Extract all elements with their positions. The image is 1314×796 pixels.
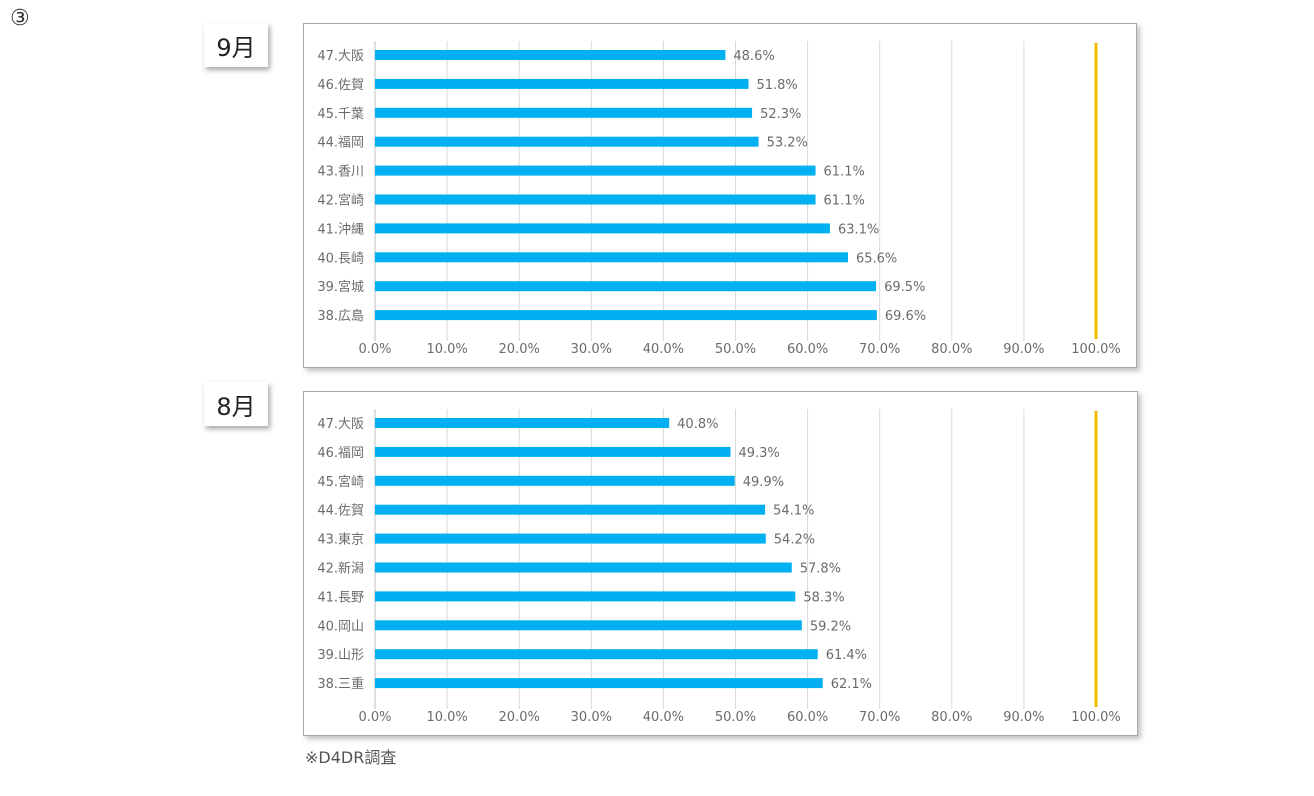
data-label: 61.4% [826,648,867,663]
data-label: 48.6% [733,49,774,64]
data-label: 69.5% [884,280,925,295]
data-label: 61.1% [824,194,865,209]
bar [375,418,670,428]
x-tick-label: 0.0% [358,342,391,357]
category-label: 42.宮崎 [317,193,364,209]
x-tick-label: 70.0% [859,342,900,357]
bar [375,78,749,89]
bar [375,504,766,515]
bar [375,310,877,321]
category-label: 39.山形 [317,648,364,663]
data-label: 49.3% [738,446,779,461]
category-label: 41.沖縄 [317,222,364,237]
bar [375,223,830,234]
category-label: 43.東京 [317,532,364,548]
category-label: 44.福岡 [317,136,364,151]
category-label: 42.新潟 [317,561,364,577]
bar [375,136,759,147]
category-label: 47.大阪 [317,417,364,432]
panel-label-september: 9月 [204,23,268,67]
panel-label-august: 8月 [204,382,268,426]
category-label: 38.広島 [317,309,364,324]
bar [375,446,731,457]
data-label: 58.3% [803,590,844,605]
data-label: 62.1% [831,677,872,692]
bar [375,562,792,573]
category-label: 40.岡山 [317,619,364,634]
category-label: 46.佐賀 [317,78,364,93]
circled-number: ③ [10,6,30,31]
data-label: 40.8% [677,417,718,432]
data-label: 69.6% [885,309,926,324]
x-tick-label: 50.0% [715,342,756,357]
bar [375,252,848,263]
bar [375,194,816,205]
category-label: 45.宮崎 [317,474,364,490]
data-label: 54.1% [773,504,814,519]
data-label: 63.1% [838,222,879,237]
source-footnote: ※D4DR調査 [305,748,397,767]
bar [375,649,818,660]
bar [375,591,796,602]
category-label: 38.三重 [317,676,364,692]
bar [375,678,823,689]
x-tick-label: 60.0% [787,342,828,357]
x-tick-label: 70.0% [859,710,900,725]
x-tick-label: 80.0% [931,710,972,725]
x-tick-label: 80.0% [931,342,972,357]
category-label: 47.大阪 [317,49,364,64]
x-tick-label: 90.0% [1003,710,1044,725]
x-tick-label: 50.0% [715,710,756,725]
x-tick-label: 10.0% [426,710,467,725]
chart-september: 47.大阪 48.6% 46.佐賀 51.8% 45.千葉 52.3% 44.福岡 53.2%… [303,23,1137,368]
bar [375,107,753,118]
x-tick-label: 40.0% [643,710,684,725]
data-label: 54.2% [774,533,815,548]
x-tick-label: 20.0% [499,710,540,725]
data-label: 51.8% [756,78,797,93]
category-label: 44.佐賀 [317,504,364,519]
bar [375,533,766,544]
bar-chart-september: 47.大阪 48.6% 46.佐賀 51.8% 45.千葉 52.3% 44.福岡 53.2%… [317,41,1121,357]
bar [375,50,726,60]
x-tick-label: 100.0% [1071,342,1121,357]
category-label: 40.長崎 [317,251,364,266]
category-label: 41.長野 [317,590,364,605]
data-label: 59.2% [810,619,851,634]
data-label: 57.8% [800,562,841,577]
category-label: 46.福岡 [317,446,364,461]
data-label: 61.1% [824,165,865,180]
x-tick-label: 0.0% [358,710,391,725]
x-tick-label: 40.0% [643,342,684,357]
x-tick-label: 90.0% [1003,342,1044,357]
x-tick-label: 100.0% [1071,710,1121,725]
x-tick-label: 20.0% [499,342,540,357]
data-label: 49.9% [743,475,784,490]
bar-chart-august: 47.大阪 40.8% 46.福岡 49.3% 45.宮崎 49.9% 44.佐賀 54.1%… [317,409,1121,725]
x-tick-label: 30.0% [571,342,612,357]
category-label: 39.宮城 [317,279,364,295]
x-tick-label: 30.0% [571,710,612,725]
x-tick-label: 10.0% [426,342,467,357]
bar [375,165,816,176]
chart-august: 47.大阪 40.8% 46.福岡 49.3% 45.宮崎 49.9% 44.佐賀 54.1%… [303,391,1138,736]
data-label: 65.6% [856,251,897,266]
bar [375,281,877,292]
x-tick-label: 60.0% [787,710,828,725]
data-label: 52.3% [760,107,801,122]
bar [375,620,802,631]
category-label: 43.香川 [317,165,364,180]
category-label: 45.千葉 [317,107,364,122]
bar [375,475,735,486]
data-label: 53.2% [767,136,808,151]
